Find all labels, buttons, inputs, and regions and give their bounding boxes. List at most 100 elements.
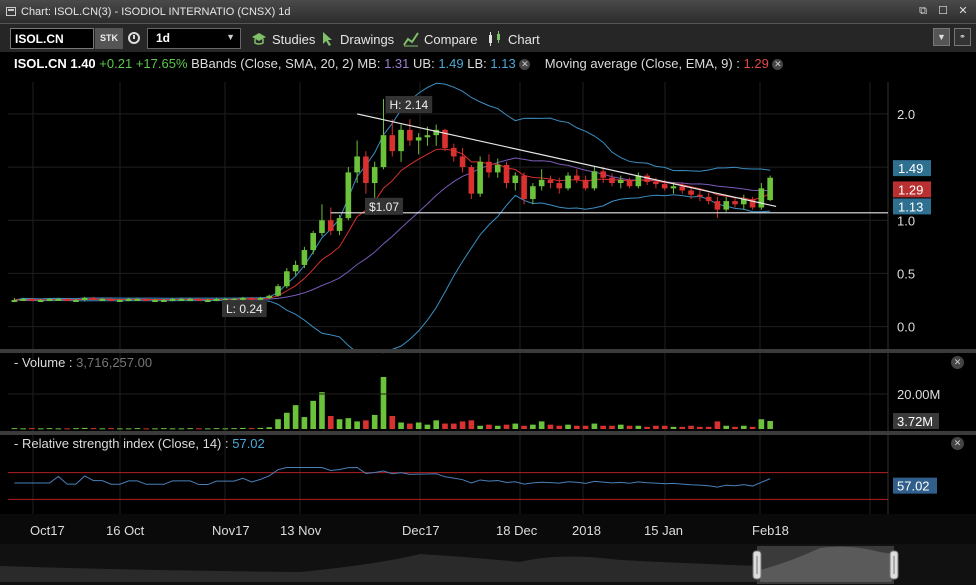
volume-bar [758,419,765,429]
volume-bar [433,420,440,429]
navigator[interactable] [0,544,976,585]
volume-bar [732,426,738,429]
symbol-input[interactable] [10,28,94,49]
candle-body [301,250,308,265]
candle-body [635,175,642,187]
support-label-text: $1.07 [369,200,399,214]
time-tick-label: Nov17 [212,523,250,538]
candle-body [740,198,747,205]
window-titlebar[interactable]: Chart: ISOL.CN(3) - ISODIOL INTERNATIO (… [0,0,976,24]
candle-body [196,298,202,301]
lb-value: 1.13 [490,56,516,71]
volume-bar [134,428,141,430]
candle-body [653,181,659,185]
candle-body [574,175,580,180]
security-type-badge[interactable]: STK [95,28,123,49]
volume-bar [494,425,501,429]
volume-bar [319,392,325,429]
low-label-bg [222,300,267,318]
candle-body [187,298,193,301]
chart-window-icon [6,7,16,16]
volume-bar [275,419,281,429]
candle-body [125,298,132,301]
candle-body [275,286,281,296]
clock-icon[interactable] [128,32,140,44]
remove-ma-icon[interactable]: ✕ [772,59,784,70]
rsi-tag: 57.02 [897,479,930,494]
volume-bar [450,423,457,429]
candle-body [626,179,633,187]
ub-price-tag-bg [893,160,931,177]
volume-bar [679,426,686,429]
volume-bar [503,424,510,429]
chart-type-button[interactable]: Chart [487,30,540,48]
candle-body [152,300,158,303]
compare-button[interactable]: Compare [403,30,477,48]
volume-bar [521,425,527,429]
ub-value: 1.49 [438,56,464,71]
popout-icon[interactable]: ⧉ [919,5,927,17]
chart-canvas[interactable]: H: 2.14L: 0.24$1.07 2.01.51.00.50.01.491… [0,52,976,585]
candle-body [160,300,167,303]
time-axis-bg [0,514,976,544]
candle-body [134,298,141,301]
candle-body [582,179,589,189]
chart-label: Chart [508,31,540,47]
remove-bbands-icon[interactable]: ✕ [519,59,531,70]
menu-dropdown-button[interactable]: ▼ [933,28,950,46]
volume-bar [29,428,35,430]
volume-bar [169,428,176,430]
trendlines: H: 2.14 L: 0.24 $1.07 [222,96,888,318]
candle-body [143,298,150,301]
volume-bar [99,428,106,430]
candle-body [222,298,229,301]
volume-bar [292,405,299,429]
window-title: Chart: ISOL.CN(3) - ISODIOL INTERNATIO (… [21,5,291,18]
volume-bar [363,420,369,429]
candle-body [345,172,352,219]
pane-divider[interactable] [0,431,976,435]
close-volume-icon[interactable]: ✕ [951,356,964,369]
navigator-window-area [760,546,892,582]
candle-body [617,179,624,184]
volume-bar [670,426,677,429]
volume-bar [556,425,563,429]
volume-tag: 3.72M [897,414,933,429]
volume-bar [459,421,466,429]
pane-divider[interactable] [0,349,976,353]
volume-bar [37,428,44,430]
timeframe-value: 1d [156,31,171,45]
candle-body [284,271,290,287]
price-axis: 2.01.51.00.50.01.491.291.13 [893,107,931,335]
close-rsi-icon[interactable]: ✕ [951,437,964,450]
candle-body [547,179,554,184]
volume-bar [767,420,773,429]
rsi-label: Relative strength index (Close, 14) : [21,436,229,451]
studies-label: Studies [272,31,316,47]
volume-bar [327,416,334,429]
maximize-icon[interactable]: ☐ [938,5,948,17]
price-tick-label: 2.0 [897,107,915,122]
volume-bar [20,428,26,430]
line-chart-icon [403,32,419,47]
close-icon[interactable]: ✕ [958,5,968,17]
low-label-text: L: 0.24 [226,302,263,316]
candle-body [459,156,466,168]
studies-button[interactable]: Studies [251,30,315,48]
drawings-button[interactable]: Drawings [321,30,394,48]
candle-body [521,175,527,199]
timeframe-select[interactable]: 1d ▼ [147,28,241,49]
candle-body [213,298,220,301]
volume-bar [187,428,193,430]
candle-body [591,171,598,189]
volume-tag-bg [893,413,939,429]
candle-body [266,295,273,298]
time-tick-label: Dec17 [402,523,440,538]
link-icon[interactable]: ⚭ [954,28,971,46]
navigator-history [0,554,760,582]
candle-body [204,300,211,303]
price-legend: ISOL.CN 1.40 +0.21 +17.65% BBands (Close… [14,56,784,71]
volume-bar [442,423,448,429]
volume-bar [723,425,730,429]
drawings-label: Drawings [340,31,395,47]
